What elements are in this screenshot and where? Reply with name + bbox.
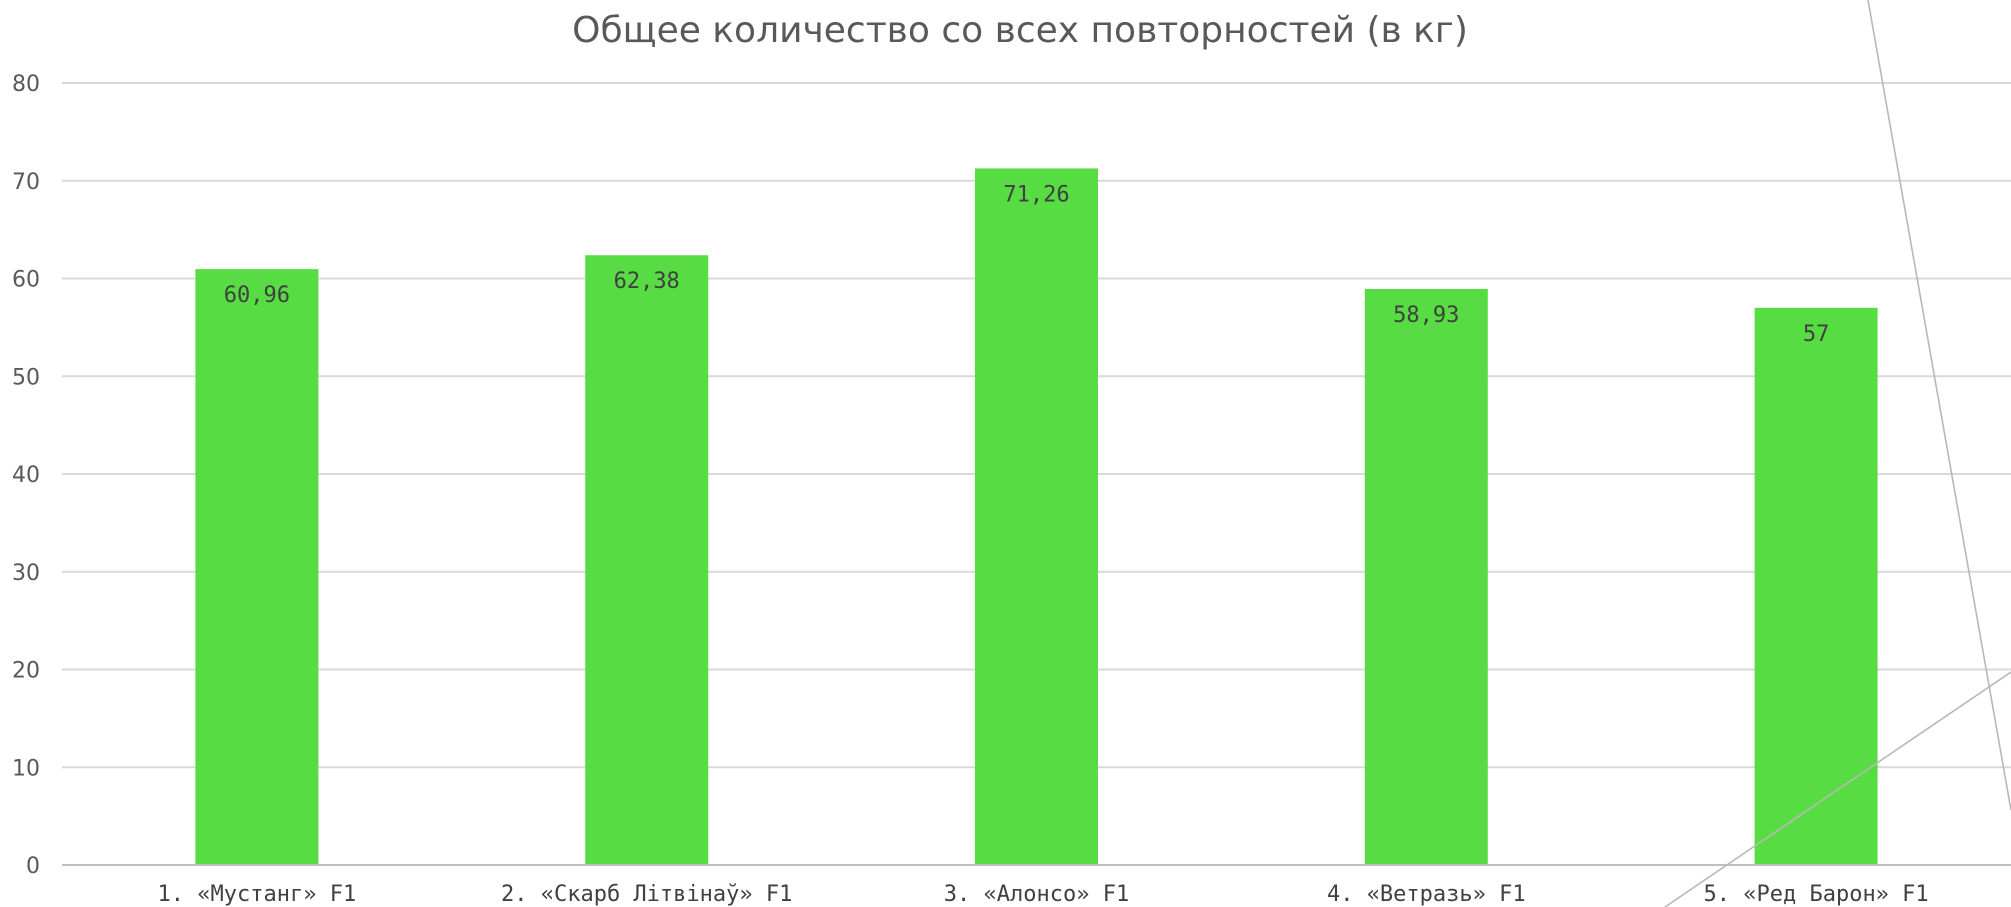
bar xyxy=(195,269,319,866)
y-tick-label: 10 xyxy=(12,756,40,781)
y-tick-label: 70 xyxy=(12,170,40,195)
x-category-label: 1. «Мустанг» F1 xyxy=(158,882,357,907)
y-tick-label: 30 xyxy=(12,561,40,586)
data-labels: 60,96 62,38 71,26 58,93 57 xyxy=(224,182,1830,346)
data-label: 57 xyxy=(1803,322,1830,347)
x-axis-category-labels: 1. «Мустанг» F1 2. «Скарб Літвінаў» F1 3. … xyxy=(158,882,1929,907)
y-axis-tick-labels: 0 10 20 30 40 50 60 70 80 xyxy=(12,72,40,879)
bars xyxy=(195,168,1878,866)
data-label: 62,38 xyxy=(614,269,680,294)
decorative-diagonal-line xyxy=(1867,0,2011,811)
y-tick-label: 20 xyxy=(12,659,40,684)
data-label: 71,26 xyxy=(1003,182,1069,207)
y-tick-label: 40 xyxy=(12,463,40,488)
x-category-label: 3. «Алонсо» F1 xyxy=(944,882,1129,907)
x-category-label: 4. «Ветразь» F1 xyxy=(1327,882,1526,907)
y-tick-label: 50 xyxy=(12,365,40,390)
chart-title: Общее количество со всех повторностей (в… xyxy=(572,10,1468,51)
bar xyxy=(975,168,1098,866)
data-label: 60,96 xyxy=(224,283,290,308)
decorative-lines xyxy=(1664,0,2011,907)
data-label: 58,93 xyxy=(1393,303,1459,328)
decorative-diagonal-line xyxy=(1664,671,2011,907)
bar xyxy=(1754,307,1878,865)
y-tick-label: 80 xyxy=(12,72,40,97)
y-tick-label: 0 xyxy=(26,854,40,879)
bar xyxy=(1364,288,1488,866)
x-category-label: 5. «Ред Барон» F1 xyxy=(1704,882,1929,907)
bar xyxy=(585,255,709,866)
x-category-label: 2. «Скарб Літвінаў» F1 xyxy=(501,882,792,907)
y-tick-label: 60 xyxy=(12,268,40,293)
